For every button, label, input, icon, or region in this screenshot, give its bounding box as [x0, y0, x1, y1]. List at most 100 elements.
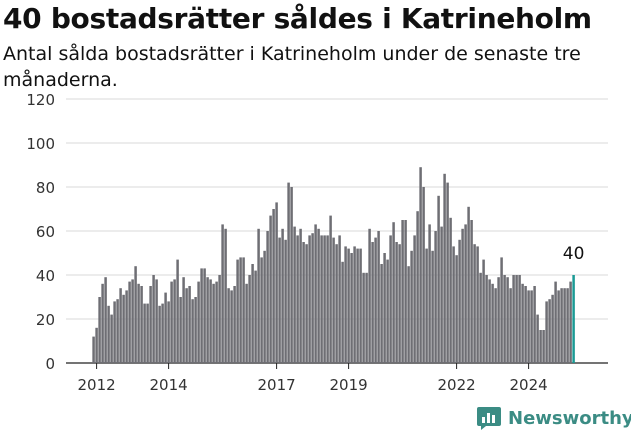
bar [236, 259, 239, 363]
bar [512, 275, 515, 363]
bar [170, 281, 173, 363]
bar [410, 250, 413, 363]
latest-value-label: 40 [563, 244, 585, 264]
bar [125, 290, 128, 363]
bar [428, 224, 431, 363]
bar [185, 288, 188, 363]
bar [554, 281, 557, 363]
bar [326, 235, 329, 363]
bar [389, 235, 392, 363]
bar [335, 244, 338, 363]
bar [263, 250, 266, 363]
y-tick-label: 80 [36, 179, 55, 197]
bar [299, 228, 302, 363]
bar [557, 290, 560, 363]
annotations: 40 [563, 244, 585, 264]
bar [161, 303, 164, 363]
y-tick-label: 20 [36, 311, 55, 329]
bar [119, 288, 122, 363]
bar [377, 231, 380, 363]
x-tick-label: 2014 [150, 376, 188, 394]
bar [491, 283, 494, 363]
bar [317, 228, 320, 363]
bar [422, 187, 425, 363]
bar [461, 228, 464, 363]
bar [473, 244, 476, 363]
bar [506, 277, 509, 363]
bar [287, 182, 290, 363]
bar [560, 288, 563, 363]
bar [110, 314, 113, 363]
bar [269, 215, 272, 363]
bar [239, 257, 242, 363]
bar [260, 257, 263, 363]
bar [257, 228, 260, 363]
bar [206, 277, 209, 363]
bar [197, 281, 200, 363]
bar [401, 220, 404, 363]
y-tick-label: 0 [45, 355, 55, 373]
x-axis: 2012 2014 2017 2019 2022 2024 [78, 363, 548, 394]
bar [407, 266, 410, 363]
bar [347, 248, 350, 363]
bar [464, 224, 467, 363]
bar [539, 330, 542, 363]
bar [248, 275, 251, 363]
bar [296, 235, 299, 363]
x-tick-label: 2019 [330, 376, 368, 394]
bar [416, 211, 419, 363]
bar [113, 301, 116, 363]
x-tick-label: 2012 [78, 376, 116, 394]
brand[interactable]: Newsworthy [476, 405, 631, 431]
bar [227, 288, 230, 363]
page-title: 40 bostadsrätter såldes i Katrineholm [3, 2, 592, 35]
bar [431, 250, 434, 363]
bar [338, 235, 341, 363]
bar [383, 253, 386, 363]
bar [533, 286, 536, 363]
y-tick-label: 120 [26, 91, 55, 109]
bar [563, 288, 566, 363]
bar [545, 301, 548, 363]
bar [443, 173, 446, 363]
bar [140, 286, 143, 363]
bar [440, 226, 443, 363]
bar [509, 288, 512, 363]
bar [434, 231, 437, 363]
bar [95, 327, 98, 363]
bar [104, 277, 107, 363]
x-tick-label: 2022 [438, 376, 476, 394]
bar [311, 233, 314, 363]
bar [137, 283, 140, 363]
bar [179, 297, 182, 363]
bar [524, 286, 527, 363]
bar [146, 303, 149, 363]
bar [455, 255, 458, 363]
bar [395, 242, 398, 363]
bar [359, 248, 362, 363]
bar [173, 279, 176, 363]
newsworthy-logo-icon [477, 407, 501, 430]
bar-series [92, 167, 575, 363]
bar [209, 279, 212, 363]
bar [530, 290, 533, 363]
bar [92, 336, 95, 363]
bar [449, 217, 452, 363]
bar [224, 228, 227, 363]
x-tick-label: 2017 [258, 376, 296, 394]
bar [182, 277, 185, 363]
bar [476, 246, 479, 363]
y-axis: 0 20 40 60 80 100 120 [26, 91, 55, 373]
bar [566, 288, 569, 363]
bar [569, 281, 572, 363]
bar [191, 299, 194, 363]
bar [275, 202, 278, 363]
bar [329, 215, 332, 363]
bar [254, 270, 257, 363]
bar [350, 253, 353, 363]
bar [134, 266, 137, 363]
bar [233, 286, 236, 363]
bar [200, 268, 203, 363]
bar [101, 283, 104, 363]
bar-latest [572, 275, 575, 363]
